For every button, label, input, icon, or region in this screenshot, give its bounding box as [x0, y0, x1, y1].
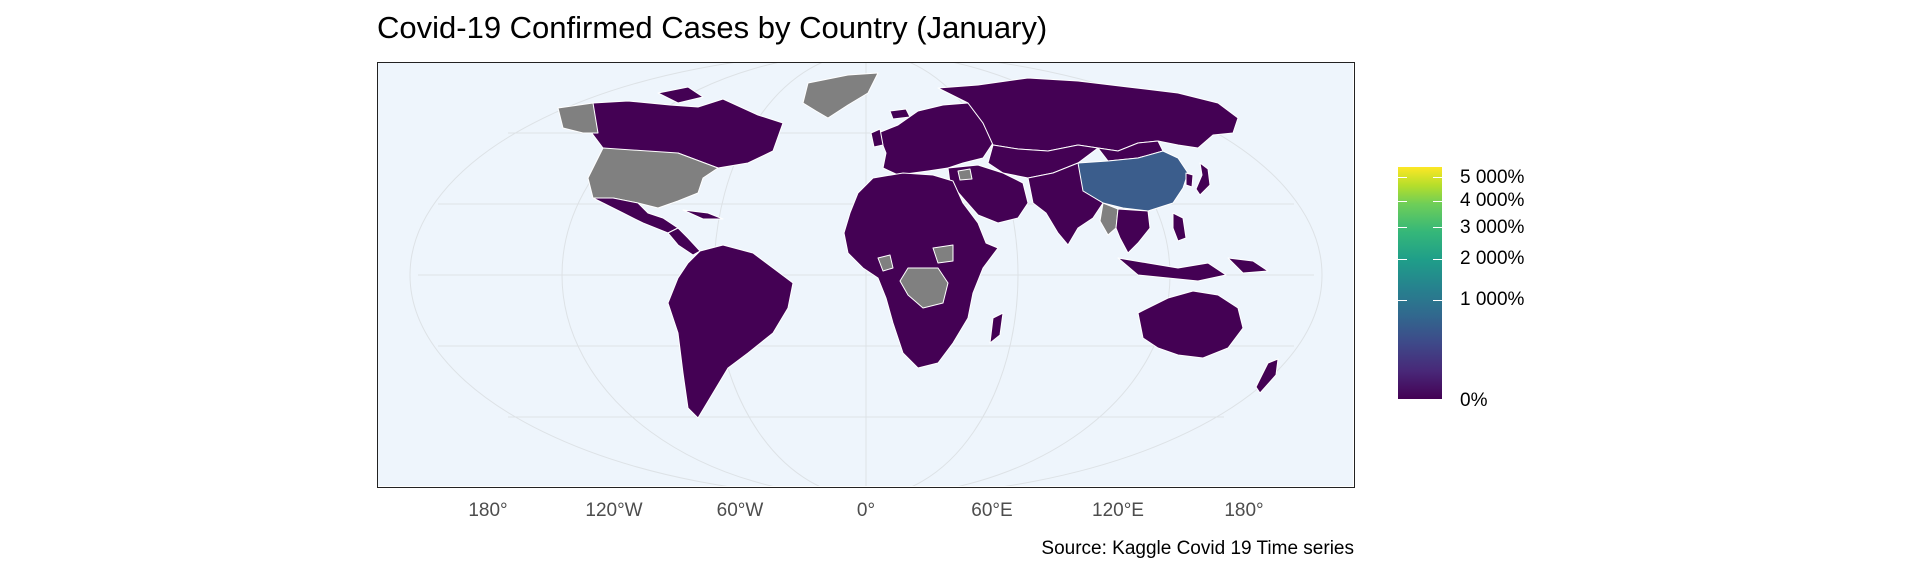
country-philippines — [1172, 212, 1187, 242]
x-tick-label: 60°E — [971, 500, 1013, 521]
legend-label: 0% — [1460, 390, 1488, 411]
country-myanmar — [1099, 202, 1119, 236]
country-india — [1027, 162, 1104, 246]
country-uk — [870, 128, 884, 148]
country-indonesia — [1117, 257, 1227, 282]
country-south-america — [667, 244, 794, 419]
legend-label: 2 000% — [1460, 248, 1525, 270]
country-mexico — [592, 197, 679, 234]
graticule-outline — [409, 63, 1323, 486]
country-new-guinea — [1227, 257, 1269, 274]
x-tick-label: 120°E — [1092, 500, 1144, 521]
country-united-states — [587, 147, 719, 209]
legend-label: 1 000% — [1460, 289, 1525, 311]
country-dr-congo — [899, 267, 949, 309]
legend-colorbar — [1398, 167, 1442, 399]
country-iceland — [889, 108, 911, 120]
world-map — [378, 63, 1353, 486]
country-cuba — [682, 209, 724, 220]
legend-label: 3 000% — [1460, 216, 1525, 238]
country-japan — [1195, 162, 1211, 196]
x-tick-label: 0° — [856, 500, 876, 521]
country-madagascar — [989, 312, 1004, 344]
legend-label: 5 000% — [1460, 166, 1525, 188]
country-syria — [957, 168, 973, 181]
x-tick-label: 60°W — [716, 500, 764, 521]
region-alaska — [557, 102, 599, 134]
country-australia — [1137, 290, 1244, 359]
country-europe — [877, 102, 994, 176]
country-canada-arctic — [657, 86, 704, 104]
country-south-sudan — [932, 244, 954, 264]
source-caption: Source: Kaggle Covid 19 Time series — [1041, 538, 1354, 559]
x-tick-label: 180° — [1224, 500, 1264, 521]
legend-label: 4 000% — [1460, 190, 1525, 212]
chart-title: Covid-19 Confirmed Cases by Country (Jan… — [377, 10, 1048, 45]
x-tick-label: 180° — [468, 500, 508, 521]
countries — [557, 72, 1279, 419]
country-central-african-region — [877, 254, 894, 272]
country-greenland — [802, 72, 879, 119]
map-panel — [377, 62, 1355, 488]
x-tick-label: 120°W — [585, 500, 643, 521]
country-korea — [1185, 172, 1194, 188]
country-southeast-asia — [1115, 208, 1151, 254]
country-new-zealand — [1255, 358, 1279, 394]
